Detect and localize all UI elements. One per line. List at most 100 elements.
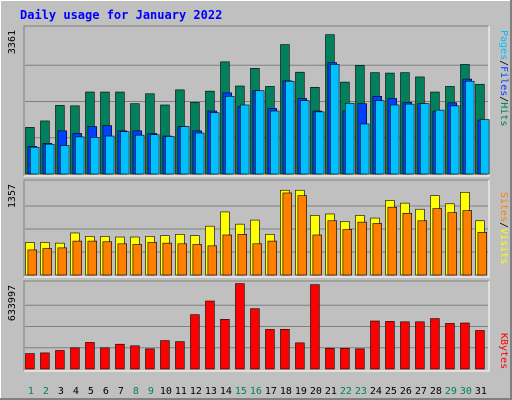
pages-bar — [75, 136, 85, 175]
sites-bar — [177, 243, 187, 276]
panel-1: 3361 Pages/Files/Hits — [7, 25, 509, 177]
pages-bar — [180, 126, 190, 175]
legend-entry: KBytes — [498, 333, 509, 369]
panel-bevel-light — [24, 26, 490, 177]
sites-bar — [87, 240, 98, 276]
sites-bar — [102, 241, 113, 276]
legend-entry: Visits — [498, 228, 509, 264]
sites-bar — [327, 220, 337, 276]
sites-bar — [207, 245, 217, 276]
panel-bevel-light — [24, 180, 490, 278]
sites-bar — [132, 244, 142, 276]
kbytes-bar — [355, 348, 365, 370]
kbytes-bar — [205, 300, 215, 370]
day-label: 26 — [400, 386, 412, 397]
pages-bar — [120, 131, 130, 175]
sites-bar — [42, 248, 53, 276]
pages-bar — [419, 103, 430, 175]
kbytes-bar — [370, 320, 380, 370]
pages-bar — [404, 103, 415, 175]
chart-title: Daily usage for January 2022 — [20, 8, 222, 22]
day-label: 7 — [118, 386, 124, 397]
sites-bar — [477, 231, 487, 276]
sites-bar — [147, 242, 157, 276]
pages-bar — [240, 104, 250, 175]
kbytes-bar — [145, 348, 155, 370]
kbytes-bar — [430, 318, 440, 370]
day-label: 4 — [73, 386, 79, 397]
day-label: 18 — [280, 386, 292, 397]
day-label: 11 — [175, 386, 187, 397]
pages-bar — [314, 111, 325, 175]
day-label: 3 — [58, 386, 64, 397]
kbytes-bar — [100, 347, 110, 370]
pages-bar — [374, 100, 385, 175]
kbytes-bar — [460, 322, 470, 370]
pages-bar — [284, 80, 295, 175]
kbytes-bar — [160, 340, 170, 370]
pages-bar — [329, 64, 340, 175]
day-label: 5 — [88, 386, 94, 397]
y-axis-max-label: 1357 — [7, 184, 18, 208]
panel-bevel-dark — [23, 179, 489, 277]
pages-bar — [105, 135, 115, 175]
kbytes-bar — [115, 343, 125, 370]
kbytes-bar — [25, 353, 35, 370]
day-label: 2 — [43, 386, 49, 397]
day-label: 14 — [220, 386, 232, 397]
kbytes-bar — [235, 283, 245, 370]
legend-entry: / — [498, 60, 509, 66]
pages-bar — [195, 132, 205, 175]
series-sites — [27, 192, 487, 276]
kbytes-bar — [220, 319, 230, 370]
sites-bar — [432, 208, 442, 276]
pages-bar — [59, 145, 70, 175]
panel-legend: Pages/Files/Hits — [498, 30, 509, 126]
sites-bar — [117, 243, 128, 276]
day-label: 19 — [295, 386, 307, 397]
day-label: 31 — [475, 386, 487, 397]
sites-bar — [402, 213, 412, 276]
day-label: 1 — [28, 386, 34, 397]
panel-bevel-light — [24, 281, 490, 372]
sites-bar — [342, 229, 352, 276]
day-label: 21 — [325, 386, 337, 397]
pages-bar — [464, 80, 475, 175]
sites-bar — [387, 206, 397, 276]
pages-bar — [269, 110, 280, 175]
pages-bar — [434, 109, 445, 175]
series-kbytes — [25, 283, 485, 370]
pages-bar — [389, 104, 400, 175]
day-label: 20 — [310, 386, 322, 397]
legend-entry: Files — [498, 66, 509, 96]
pages-bar — [29, 146, 40, 175]
day-label: 13 — [205, 386, 217, 397]
kbytes-bar — [400, 321, 410, 370]
y-axis-max-label: 3361 — [7, 30, 18, 54]
pages-bar — [150, 134, 160, 175]
pages-bar — [344, 102, 355, 175]
pages-bar — [44, 143, 55, 175]
pages-bar — [359, 123, 370, 175]
kbytes-bar — [130, 345, 140, 370]
x-axis-day-labels: 1 2 3 4 5 6 7 8 9 10 11 12 13 14 15 16 17 18 19 20 21 22 23 24 2… — [28, 386, 487, 397]
kbytes-bar — [310, 284, 320, 370]
sites-bar — [357, 221, 367, 276]
kbytes-bar — [385, 321, 395, 370]
panel-legend: KBytes — [498, 333, 509, 369]
sites-bar — [162, 242, 172, 276]
day-label: 28 — [430, 386, 442, 397]
kbytes-bar — [40, 352, 50, 370]
legend-entry: Hits — [498, 102, 509, 126]
sites-bar — [27, 249, 37, 276]
kbytes-bar — [280, 329, 290, 370]
kbytes-bar — [475, 330, 485, 370]
pages-bar — [90, 137, 100, 175]
sites-bar — [252, 243, 262, 276]
panel-bevel-dark — [23, 280, 489, 371]
day-label: 22 — [340, 386, 352, 397]
sites-bar — [312, 234, 322, 276]
day-label: 12 — [190, 386, 202, 397]
